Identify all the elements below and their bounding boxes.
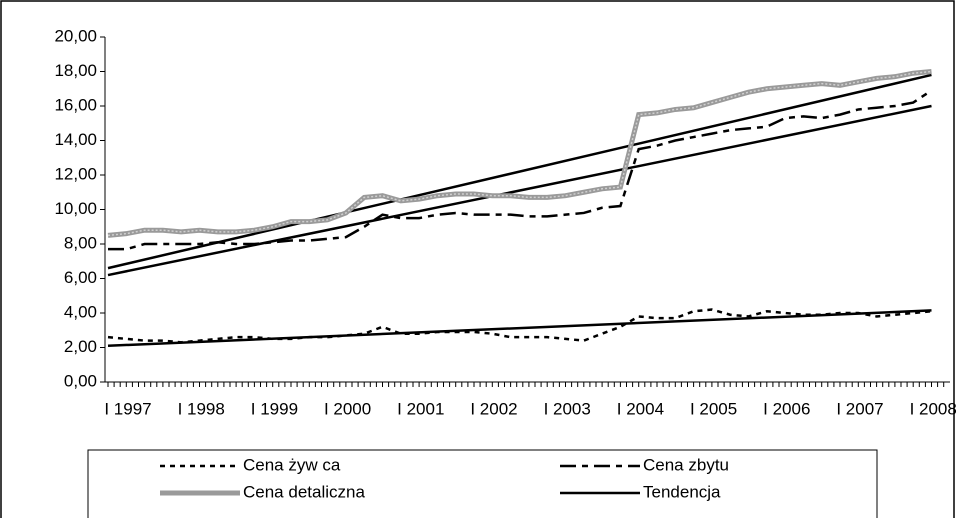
x-tick-label: I 2003 (544, 399, 591, 418)
y-tick-label: 10,00 (54, 199, 97, 218)
y-tick-label: 0,00 (64, 371, 97, 390)
x-tick-label: I 2008 (910, 399, 956, 418)
series-line (108, 89, 933, 251)
trend-line (107, 73, 932, 270)
y-tick-label: 20,00 (54, 26, 97, 45)
x-tick-label: I 2002 (470, 399, 517, 418)
y-tick-label: 2,00 (64, 337, 97, 356)
legend-box (87, 449, 878, 523)
x-tick-label: I 2001 (397, 399, 444, 418)
y-tick-label: 18,00 (54, 61, 97, 80)
y-tick-label: 6,00 (64, 268, 97, 287)
trend-line (107, 309, 932, 348)
legend-label: Cena detaliczna (243, 482, 365, 501)
x-tick-label: I 2006 (763, 399, 810, 418)
x-tick-label: I 2005 (690, 399, 737, 418)
x-tick-label: I 2000 (324, 399, 371, 418)
y-tick-label: 14,00 (54, 130, 97, 149)
series-texture (107, 70, 932, 237)
legend-label: Tendencja (643, 482, 721, 501)
y-tick-label: 8,00 (64, 233, 97, 252)
x-tick-label: I 1997 (104, 399, 151, 418)
y-tick-label: 12,00 (54, 164, 97, 183)
x-tick-label: I 1998 (178, 399, 225, 418)
trend-line (107, 104, 932, 277)
y-tick-label: 4,00 (64, 302, 97, 321)
legend-label: Cena żyw ca (243, 455, 341, 474)
legend-label: Cena zbytu (643, 455, 729, 474)
x-tick-label: I 1999 (251, 399, 298, 418)
x-tick-label: I 2004 (617, 399, 664, 418)
y-tick-label: 16,00 (54, 95, 97, 114)
x-tick-label: I 2007 (836, 399, 883, 418)
